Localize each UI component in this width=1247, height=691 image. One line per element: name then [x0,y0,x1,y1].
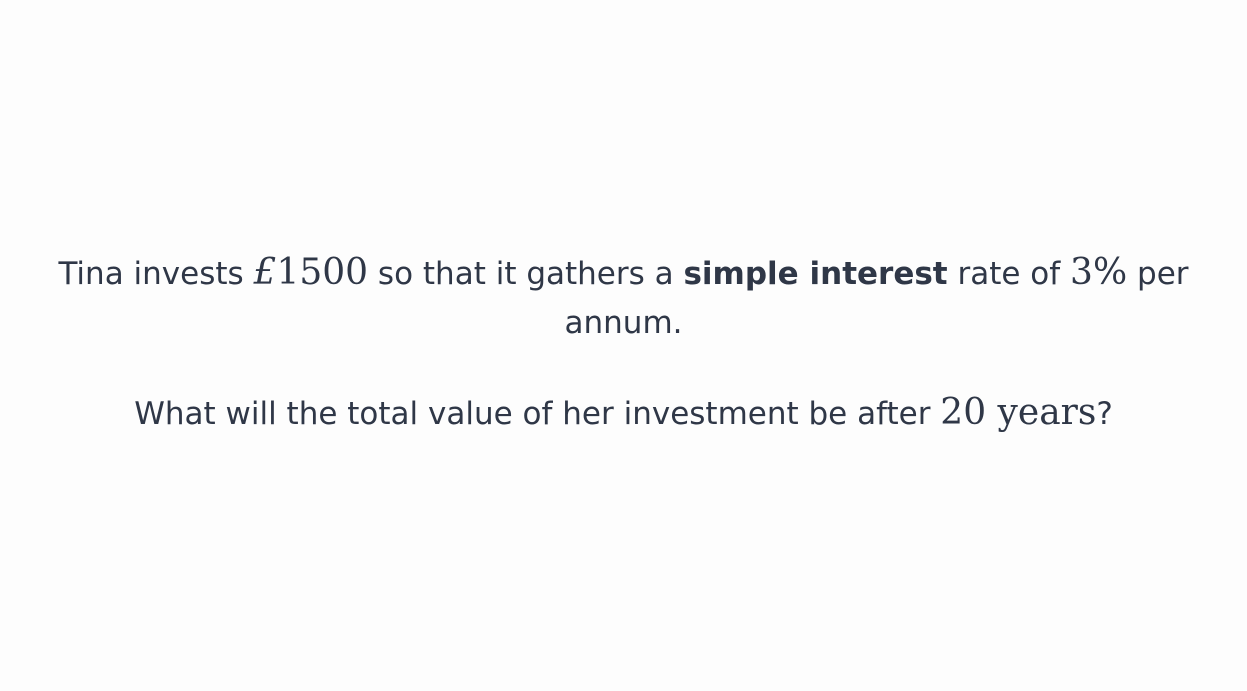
principal-amount: £1500 [254,252,369,293]
principal-value: 1500 [276,252,369,293]
question-middle-text: so that it gathers a [368,256,684,292]
interest-rate: 3% [1070,252,1128,293]
question-mark: ? [1096,396,1113,432]
question-rate-text: rate of [947,256,1071,292]
years-number: 20 [940,392,987,433]
simple-interest-term: simple interest [683,256,948,292]
question-paragraph-1: Tina invests £1500 so that it gathers a … [20,248,1227,348]
question-paragraph-2: What will the total value of her investm… [20,388,1227,439]
pound-symbol: £ [253,252,277,293]
question-per-annum-text: per annum. [564,256,1189,341]
years-unit: years [986,392,1097,433]
question-intro-text: Tina invests [58,256,254,292]
question-text: Tina invests £1500 so that it gathers a … [20,248,1227,439]
question-prompt-text: What will the total value of her investm… [134,396,941,432]
